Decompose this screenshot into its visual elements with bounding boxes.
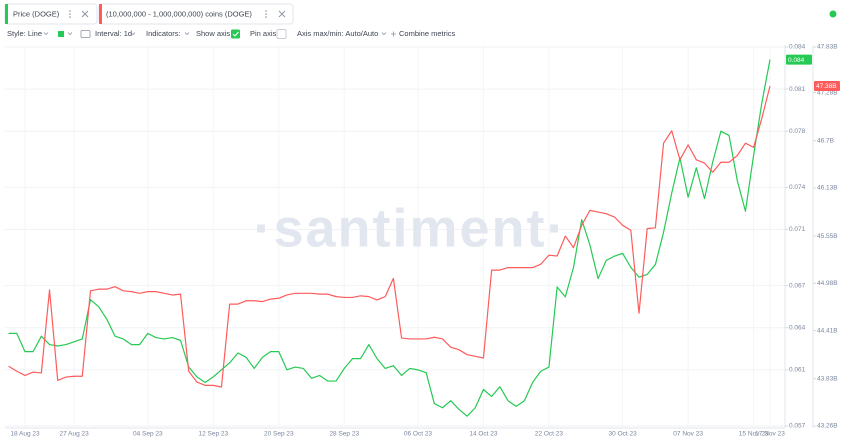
y-tick-label: 0.064 [789, 324, 806, 331]
current-value-badge [814, 80, 840, 91]
watermark: ·santiment· [253, 198, 566, 258]
grid [5, 45, 785, 428]
chevron [184, 32, 190, 36]
current-value-label: 0.084 [788, 57, 805, 64]
y-tick-label: 0.061 [789, 367, 806, 374]
y2-tick-label: 44.41B [817, 327, 838, 334]
indicators-select[interactable]: Indicators: [146, 29, 181, 38]
x-tick-label: 27 Aug 23 [59, 431, 89, 438]
x-tick-label: 30 Oct 23 [609, 431, 638, 438]
y-tick-label: 0.078 [789, 128, 806, 135]
metric-tab-label: Price (DOGE) [13, 9, 60, 18]
chevron [43, 32, 49, 36]
combine-metrics[interactable]: Combine metrics [399, 29, 456, 38]
x-tick-label: 18 Aug 23 [10, 431, 40, 438]
pin-axis-label: Pin axis [250, 29, 277, 38]
x-tick-label: 20 Sep 23 [264, 431, 294, 438]
checkmark [232, 31, 239, 37]
show-axis-label: Show axis [196, 29, 230, 38]
x-tick-label: 17 Nov 23 [755, 431, 785, 438]
pin-axis-checkbox[interactable] [276, 29, 287, 39]
axis-minmax-select[interactable]: Axis max/min: Auto/Auto [297, 29, 378, 38]
chevron [67, 32, 73, 36]
y2-tick-label: 47.83B [817, 44, 838, 51]
show-axis-checkbox[interactable] [231, 29, 240, 39]
plus-icon [391, 31, 396, 37]
y-tick-label: 0.074 [789, 184, 806, 191]
y-tick-label: 0.084 [789, 44, 806, 51]
metric-menu-icon[interactable] [265, 10, 267, 18]
chevron [381, 32, 387, 36]
metric-menu-icon[interactable] [69, 10, 71, 18]
metric-close-icon[interactable] [278, 10, 286, 18]
x-tick-label: 15 Nov 23 [739, 431, 769, 438]
current-value-badge [786, 54, 812, 65]
y-tick-label: 0.071 [789, 226, 806, 233]
style-select[interactable]: Style: Line [7, 29, 42, 38]
y-tick-label: 0.057 [789, 423, 806, 430]
x-tick-label: 06 Oct 23 [404, 431, 433, 438]
y-tick-label: 0.081 [789, 86, 806, 93]
x-tick-label: 14 Oct 23 [469, 431, 498, 438]
current-value-label: 47.38B [816, 83, 837, 90]
metric-color [5, 4, 8, 24]
y2-tick-label: 44.98B [817, 280, 838, 287]
color-picker[interactable] [58, 31, 64, 37]
y2-tick-label: 45.55B [817, 233, 838, 240]
x-tick-label: 12 Sep 23 [198, 431, 228, 438]
x-tick-label: 04 Sep 23 [133, 431, 163, 438]
metric-color [99, 4, 102, 24]
y2-tick-label: 43.26B [817, 423, 838, 430]
y2-tick-label: 46.13B [817, 185, 838, 192]
y-tick-label: 0.067 [789, 282, 806, 289]
x-tick-label: 07 Nov 23 [673, 431, 703, 438]
metric-close-icon[interactable] [81, 10, 89, 18]
metric-tab-label: (10,000,000 - 1,000,000,000) coins (DOGE… [106, 9, 252, 18]
live-indicator [829, 10, 837, 18]
calendar-icon [80, 30, 91, 38]
interval-select[interactable]: Interval: 1d [95, 29, 132, 38]
y2-tick-label: 43.83B [817, 375, 838, 382]
x-tick-label: 22 Oct 23 [535, 431, 564, 438]
chevron [130, 32, 136, 36]
series-line [8, 85, 771, 388]
y2-tick-label: 46.7B [817, 137, 834, 144]
x-tick-label: 28 Sep 23 [329, 431, 359, 438]
y2-tick-label: 47.28B [817, 89, 838, 96]
